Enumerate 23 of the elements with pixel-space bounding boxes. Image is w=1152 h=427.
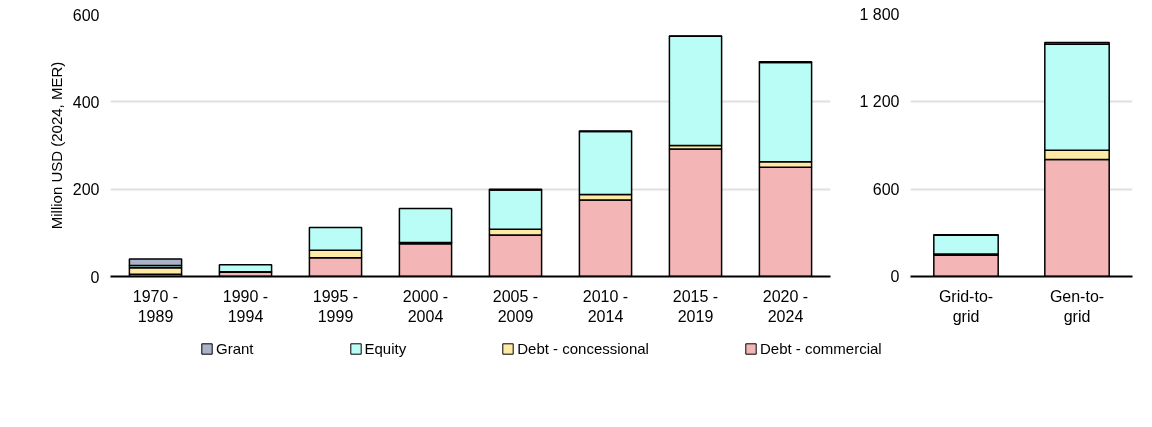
legend-label: Debt - commercial [759,340,882,357]
legend-label: Equity [364,340,407,357]
x-tick-label: 2020 - 2024 [762,287,809,325]
y-tick-label: 200 [72,181,100,199]
x-tick-label: Gen-to- grid [1049,287,1105,325]
x-tick-label: Grid-to- grid [938,287,994,325]
y-tick-label: 600 [872,180,900,198]
y-axis-title: Million USD (2024, MER) [47,61,65,230]
y-tick-label: 1 800 [859,6,900,23]
legend-label: Grant [216,340,254,357]
legend-label: Debt - concessional [517,340,649,357]
x-tick-label: 2000 - 2004 [402,287,449,325]
x-tick-label: 2015 - 2019 [672,287,719,325]
y-tick-label: 600 [72,6,100,24]
y-tick-label: 1 200 [859,93,900,111]
x-tick-label: 2010 - 2014 [582,287,629,325]
y-tick-label: 0 [890,268,900,285]
x-tick-label: 1995 - 1999 [312,287,359,325]
x-tick-label: 1990 - 1994 [222,287,269,325]
y-tick-label: 400 [72,93,100,111]
x-tick-label: 1970 - 1989 [132,287,179,325]
y-tick-label: 0 [90,268,100,286]
x-tick-label: 2005 - 2009 [492,287,539,325]
